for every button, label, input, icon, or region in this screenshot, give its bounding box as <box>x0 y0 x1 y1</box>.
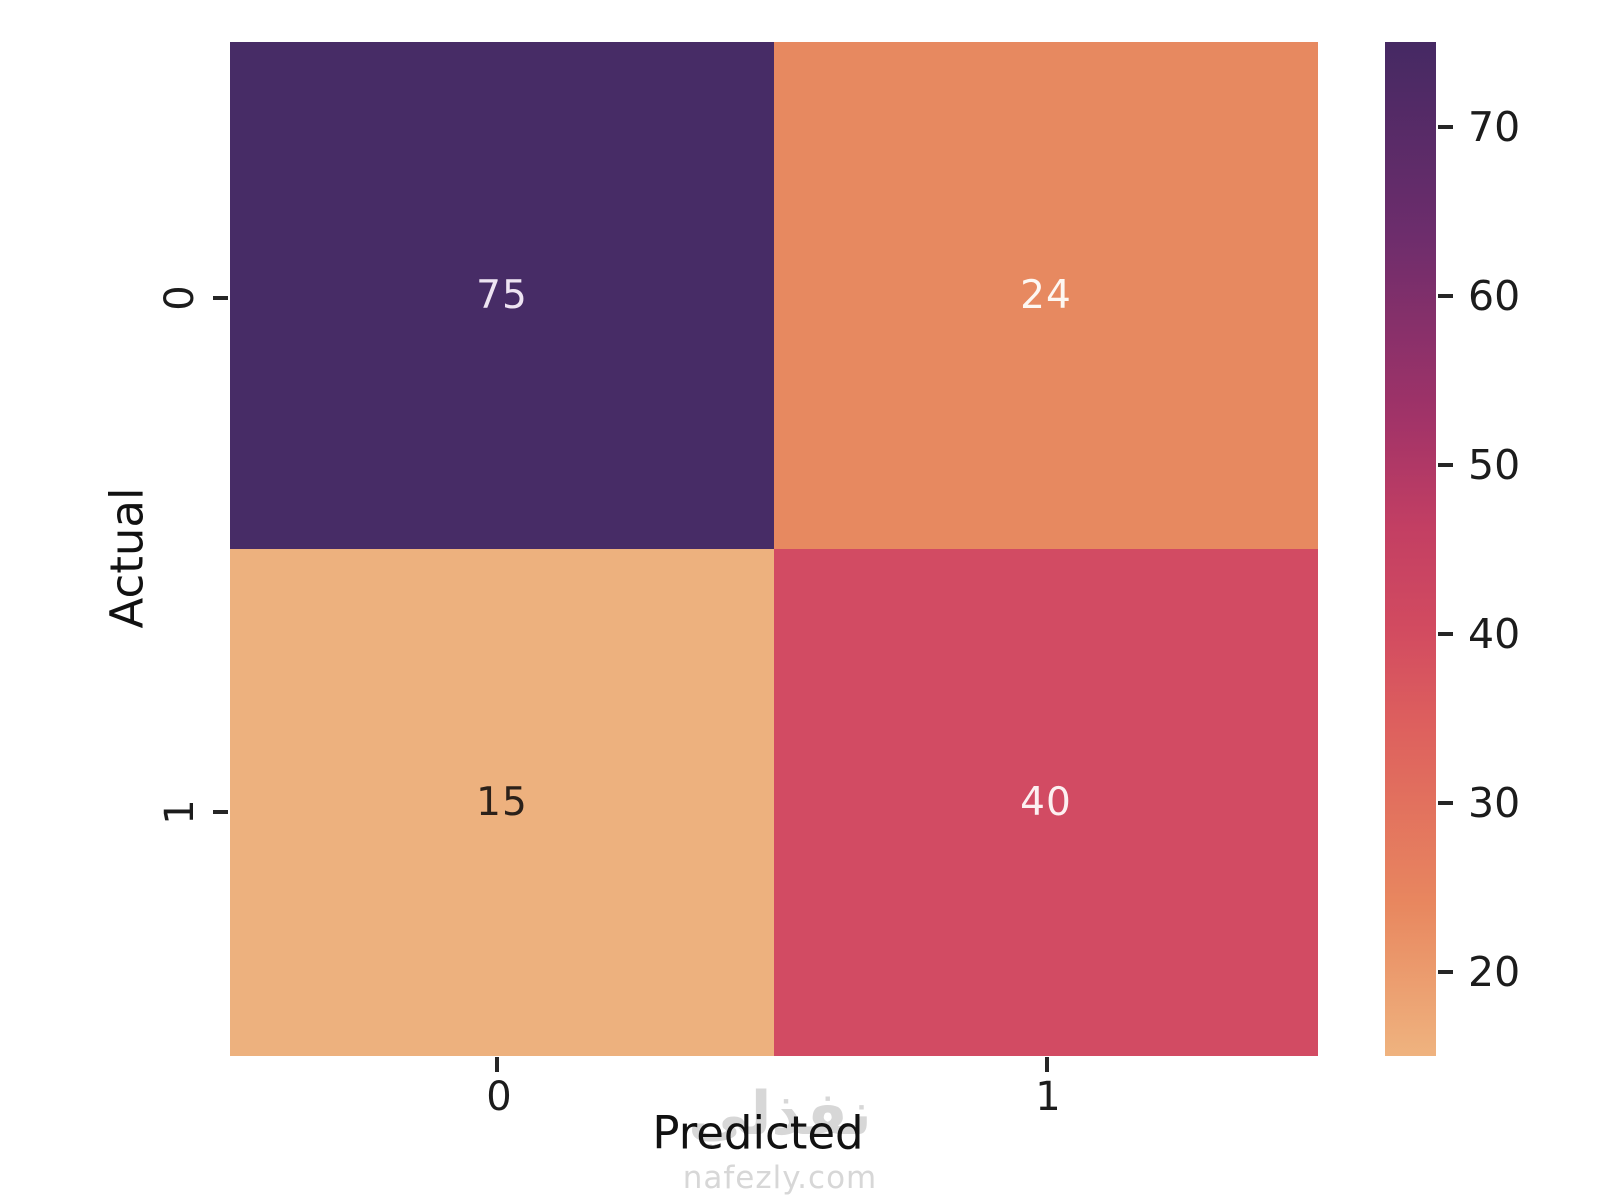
y-tick-mark-0 <box>213 296 228 300</box>
watermark: نفذلي nafezly.com <box>683 1084 878 1196</box>
colorbar-tick-mark-40 <box>1438 632 1453 636</box>
x-tick-mark-0 <box>495 1057 499 1072</box>
colorbar-tick-label-60: 60 <box>1468 272 1521 320</box>
colorbar-tick-label-70: 70 <box>1468 103 1521 151</box>
y-tick-label-0: 0 <box>157 285 203 311</box>
heatmap-cell-row1-col1: 40 <box>774 549 1318 1056</box>
colorbar-tick-mark-30 <box>1438 801 1453 805</box>
colorbar-tick-label-30: 30 <box>1468 779 1521 827</box>
x-tick-mark-1 <box>1045 1057 1049 1072</box>
y-axis-label: Actual <box>100 487 154 629</box>
watermark-domain-text: nafezly.com <box>682 1160 878 1196</box>
x-axis-label: Predicted <box>652 1106 864 1160</box>
colorbar-tick-mark-70 <box>1438 125 1453 129</box>
y-tick-mark-1 <box>213 810 228 814</box>
colorbar <box>1385 42 1436 1056</box>
colorbar-tick-mark-20 <box>1438 970 1453 974</box>
y-tick-label-1: 1 <box>157 799 203 825</box>
colorbar-tick-mark-60 <box>1438 294 1453 298</box>
colorbar-tick-label-40: 40 <box>1468 610 1521 658</box>
heatmap-cell-row0-col1: 24 <box>774 42 1318 549</box>
watermark-arabic-text: نفذلي <box>688 1079 872 1149</box>
colorbar-tick-mark-50 <box>1438 463 1453 467</box>
x-tick-label-1: 1 <box>1035 1074 1061 1120</box>
heatmap-cell-row0-col0: 75 <box>230 42 774 549</box>
x-tick-label-0: 0 <box>486 1074 512 1120</box>
heatmap-cell-row1-col0: 15 <box>230 549 774 1056</box>
colorbar-tick-label-50: 50 <box>1468 441 1521 489</box>
heatmap-grid: 75 24 15 40 <box>230 42 1318 1056</box>
colorbar-tick-label-20: 20 <box>1468 948 1521 996</box>
